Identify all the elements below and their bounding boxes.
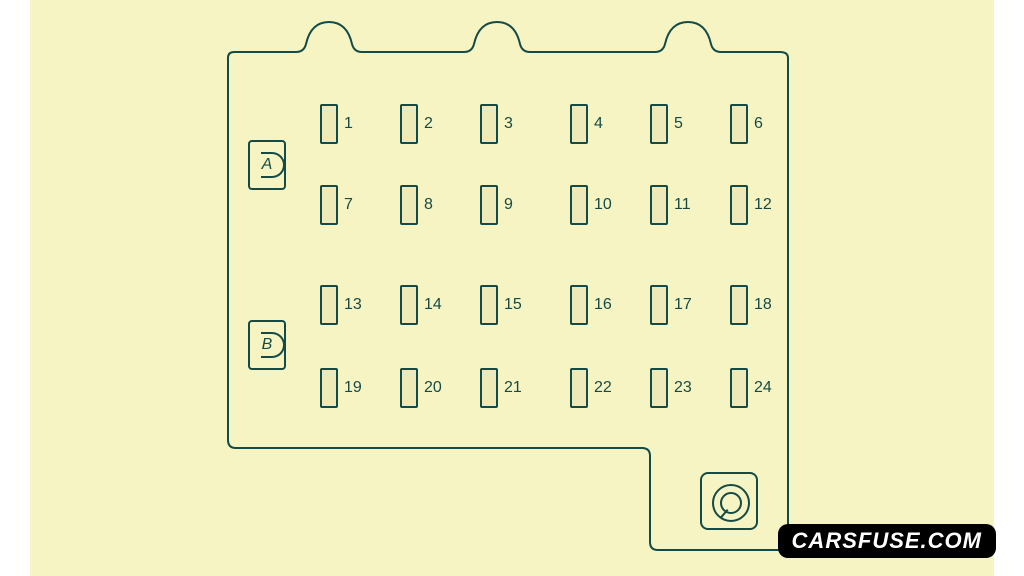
fuse-label: 13 xyxy=(344,296,362,314)
fuse-slot-16: 16 xyxy=(570,285,612,325)
fuse-slot-6: 6 xyxy=(730,104,763,144)
fuse-slot-8: 8 xyxy=(400,185,433,225)
fuse-slot-24: 24 xyxy=(730,368,772,408)
fuse-rect xyxy=(480,368,498,408)
fuse-label: 2 xyxy=(424,115,433,133)
fuse-label: 21 xyxy=(504,379,522,397)
fuse-label: 1 xyxy=(344,115,353,133)
fuse-rect xyxy=(730,368,748,408)
relay-a: A xyxy=(248,140,286,190)
fuse-slot-5: 5 xyxy=(650,104,683,144)
fuse-rect xyxy=(320,104,338,144)
fuse-label: 22 xyxy=(594,379,612,397)
fuse-rect xyxy=(570,104,588,144)
fuse-slot-12: 12 xyxy=(730,185,772,225)
connector-tail xyxy=(702,474,760,532)
fuse-label: 20 xyxy=(424,379,442,397)
fuse-label: 15 xyxy=(504,296,522,314)
fuse-label: 10 xyxy=(594,196,612,214)
fuse-label: 24 xyxy=(754,379,772,397)
fuse-slot-17: 17 xyxy=(650,285,692,325)
fuse-label: 8 xyxy=(424,196,433,214)
fuse-rect xyxy=(650,368,668,408)
fuse-slot-2: 2 xyxy=(400,104,433,144)
fuse-rect xyxy=(650,104,668,144)
fuse-label: 7 xyxy=(344,196,353,214)
fuse-rect xyxy=(730,285,748,325)
fuse-rect xyxy=(320,285,338,325)
relay-b: B xyxy=(248,320,286,370)
relay-arc-icon xyxy=(261,152,285,178)
fuse-slot-10: 10 xyxy=(570,185,612,225)
watermark-text: CARSFUSE.COM xyxy=(792,528,982,553)
fuse-rect xyxy=(400,185,418,225)
fuse-slot-15: 15 xyxy=(480,285,522,325)
fuse-label: 5 xyxy=(674,115,683,133)
diagram-canvas: 123456789101112131415161718192021222324 … xyxy=(0,0,1024,576)
fuse-slot-1: 1 xyxy=(320,104,353,144)
fuse-rect xyxy=(320,185,338,225)
fuse-slot-13: 13 xyxy=(320,285,362,325)
fuse-rect xyxy=(400,285,418,325)
fuse-slot-11: 11 xyxy=(650,185,691,225)
fuse-slot-3: 3 xyxy=(480,104,513,144)
fuse-label: 9 xyxy=(504,196,513,214)
fuse-rect xyxy=(400,104,418,144)
watermark-badge: CARSFUSE.COM xyxy=(778,524,996,558)
fuse-rect xyxy=(570,185,588,225)
fuse-slot-7: 7 xyxy=(320,185,353,225)
fuse-rect xyxy=(650,285,668,325)
fuse-rect xyxy=(480,185,498,225)
fuse-label: 18 xyxy=(754,296,772,314)
fuse-slot-19: 19 xyxy=(320,368,362,408)
fuse-label: 12 xyxy=(754,196,772,214)
fuse-label: 23 xyxy=(674,379,692,397)
fuse-rect xyxy=(400,368,418,408)
fuse-rect xyxy=(570,285,588,325)
fuse-rect xyxy=(570,368,588,408)
fuse-slot-22: 22 xyxy=(570,368,612,408)
fuse-slot-9: 9 xyxy=(480,185,513,225)
fuse-slot-4: 4 xyxy=(570,104,603,144)
fuse-slot-23: 23 xyxy=(650,368,692,408)
fuse-rect xyxy=(320,368,338,408)
relay-arc-icon xyxy=(261,332,285,358)
fuse-rect xyxy=(730,185,748,225)
fuse-label: 19 xyxy=(344,379,362,397)
fuse-label: 4 xyxy=(594,115,603,133)
fuse-rect xyxy=(730,104,748,144)
connector-socket xyxy=(700,472,758,530)
fuse-rect xyxy=(480,104,498,144)
fuse-slot-20: 20 xyxy=(400,368,442,408)
fuse-label: 16 xyxy=(594,296,612,314)
fuse-slot-21: 21 xyxy=(480,368,522,408)
fuse-rect xyxy=(650,185,668,225)
fuse-label: 6 xyxy=(754,115,763,133)
fuse-label: 3 xyxy=(504,115,513,133)
fuse-label: 11 xyxy=(674,196,691,214)
fuse-rect xyxy=(480,285,498,325)
fuse-label: 14 xyxy=(424,296,442,314)
fuse-label: 17 xyxy=(674,296,692,314)
fuse-slot-14: 14 xyxy=(400,285,442,325)
fuse-slot-18: 18 xyxy=(730,285,772,325)
